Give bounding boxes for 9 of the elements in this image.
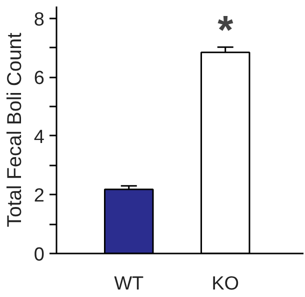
x-tick-label: WT	[114, 274, 144, 294]
y-tick-label: 0	[34, 244, 45, 266]
x-tick-label: KO	[212, 274, 240, 294]
y-tick-label: 8	[34, 9, 45, 30]
y-tick-label: 6	[34, 68, 45, 90]
y-tick-label: 2	[34, 186, 45, 207]
y-tick-label: 4	[34, 126, 45, 148]
annotation: *	[218, 8, 234, 52]
y-axis-title: Total Fecal Boli Count	[4, 32, 26, 228]
